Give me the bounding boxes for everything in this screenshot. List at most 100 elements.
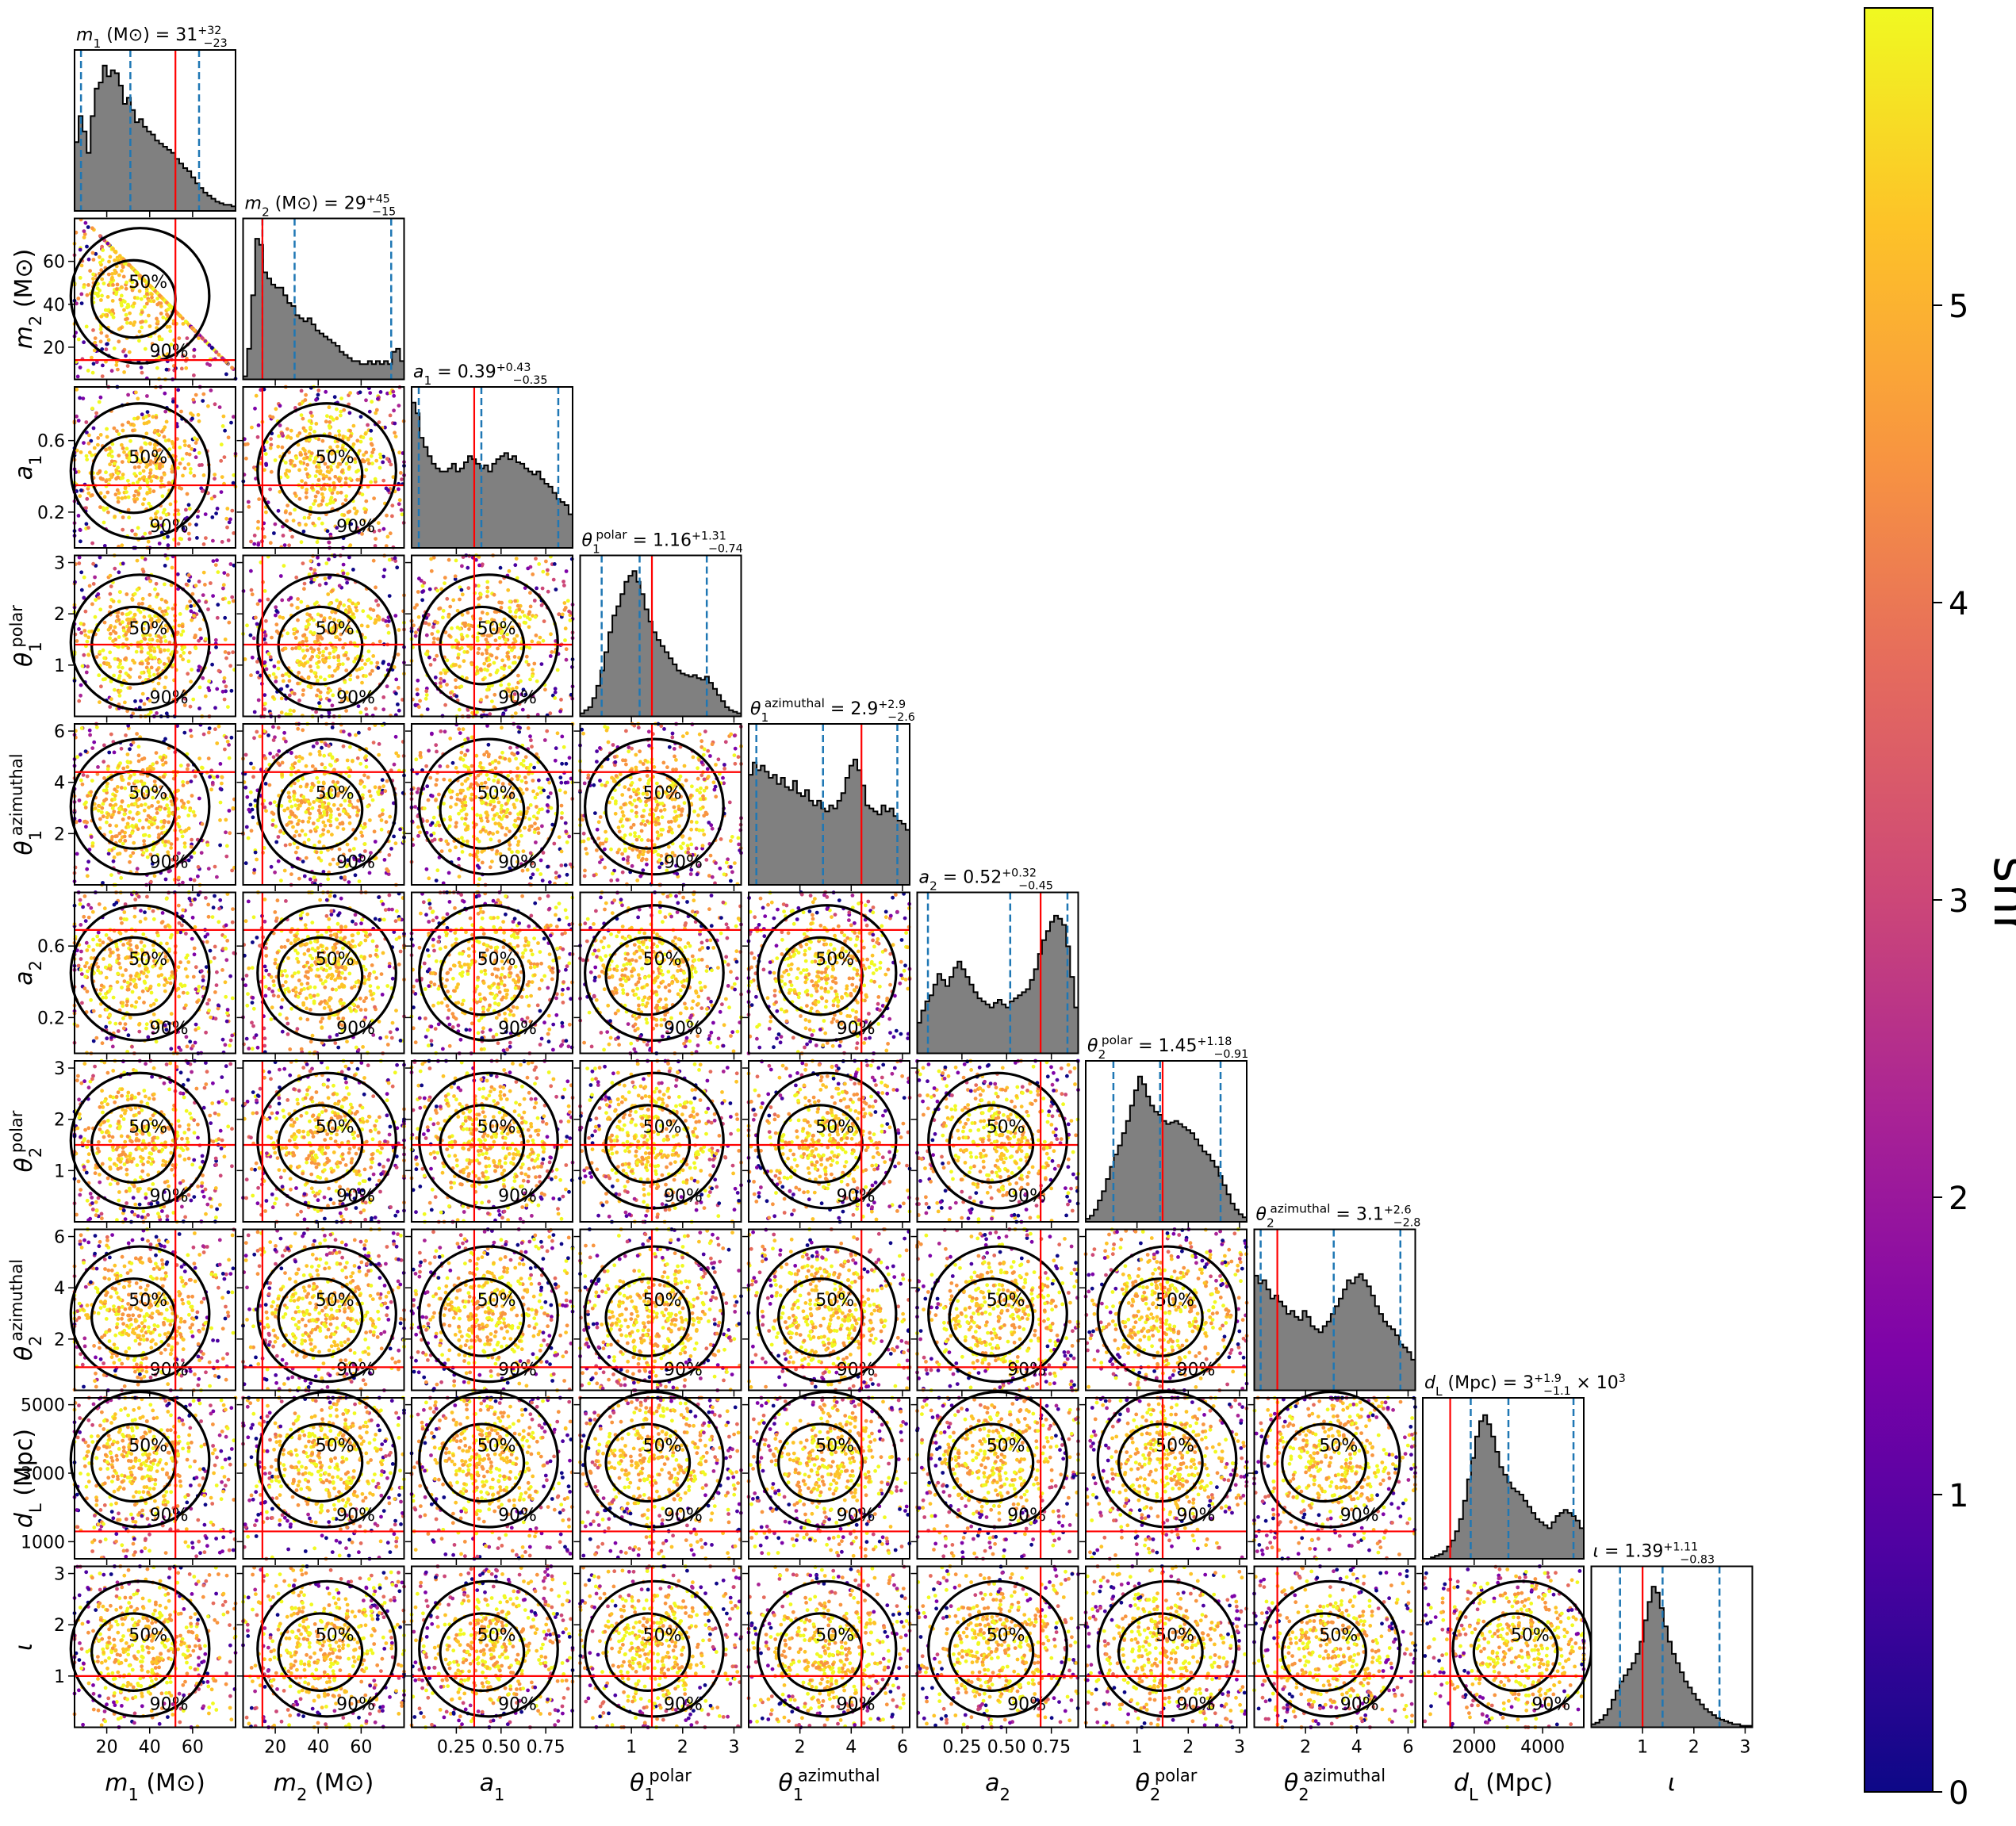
- scatter-point: [296, 727, 300, 731]
- scatter-point: [257, 699, 261, 702]
- scatter-point: [351, 806, 355, 810]
- scatter-point: [215, 875, 219, 879]
- scatter-point: [288, 843, 292, 847]
- scatter-point: [287, 543, 291, 547]
- scatter-point: [231, 650, 235, 654]
- scatter-point: [113, 794, 117, 798]
- scatter-point: [266, 598, 270, 602]
- scatter-point: [355, 609, 358, 613]
- scatter-point: [505, 815, 509, 819]
- scatter-point: [113, 751, 117, 755]
- scatter-point: [194, 393, 198, 397]
- scatter-point: [311, 782, 315, 786]
- scatter-point: [388, 594, 392, 598]
- scatter-point: [140, 366, 144, 369]
- scatter-point: [155, 415, 159, 419]
- scatter-point: [124, 496, 128, 500]
- scatter-point: [123, 787, 127, 791]
- scatter-point: [332, 656, 336, 660]
- scatter-point: [394, 735, 398, 739]
- scatter-point: [279, 574, 283, 578]
- scatter-point: [529, 803, 533, 807]
- scatter-point: [532, 662, 536, 666]
- scatter-point: [122, 629, 126, 633]
- scatter-point: [181, 474, 185, 478]
- scatter-point: [521, 708, 525, 712]
- scatter-point: [277, 859, 281, 863]
- scatter-point: [378, 814, 382, 818]
- scatter-point: [202, 571, 206, 575]
- scatter-point: [108, 462, 112, 466]
- scatter-point: [200, 851, 204, 855]
- scatter-point: [90, 493, 94, 497]
- scatter-point: [324, 824, 328, 828]
- scatter-point: [79, 276, 82, 280]
- scatter-point: [463, 738, 467, 742]
- scatter-point: [324, 647, 328, 651]
- scatter-point: [546, 590, 550, 594]
- scatter-point: [372, 448, 376, 452]
- scatter-point: [327, 557, 331, 561]
- scatter-point: [121, 645, 125, 649]
- scatter-point: [163, 508, 167, 512]
- scatter-point: [424, 697, 428, 701]
- scatter-point: [358, 879, 362, 883]
- scatter-point: [383, 568, 387, 572]
- scatter-point: [416, 679, 420, 683]
- scatter-point: [201, 593, 205, 597]
- scatter-point: [272, 755, 276, 759]
- scatter-point: [527, 828, 531, 832]
- scatter-point: [113, 798, 117, 802]
- scatter-point: [314, 474, 318, 478]
- scatter-point: [121, 842, 125, 846]
- scatter-point: [151, 489, 155, 493]
- scatter-point: [305, 496, 309, 500]
- scatter-point: [249, 673, 253, 677]
- scatter-point: [528, 591, 532, 595]
- scatter-point: [569, 863, 573, 867]
- scatter-point: [337, 604, 341, 608]
- scatter-point: [127, 263, 131, 267]
- scatter-point: [356, 756, 360, 760]
- scatter-point: [341, 434, 345, 438]
- scatter-point: [223, 698, 227, 702]
- scatter-point: [440, 849, 444, 853]
- scatter-point: [531, 572, 535, 576]
- scatter-point: [131, 429, 135, 433]
- scatter-point: [210, 346, 214, 350]
- scatter-point: [508, 599, 512, 603]
- scatter-point: [141, 502, 145, 506]
- scatter-point: [250, 588, 254, 592]
- scatter-point: [227, 538, 231, 542]
- scatter-point: [307, 820, 311, 824]
- scatter-point: [294, 830, 298, 834]
- scatter-point: [339, 822, 343, 826]
- scatter-point: [90, 603, 94, 607]
- scatter-point: [397, 488, 401, 492]
- scatter-point: [363, 822, 367, 826]
- scatter-point: [128, 774, 132, 778]
- scatter-point: [301, 859, 305, 863]
- scatter-point: [364, 432, 368, 436]
- scatter-point: [177, 512, 181, 516]
- scatter-point: [562, 584, 566, 588]
- scatter-point: [133, 500, 137, 503]
- scatter-point: [400, 477, 404, 481]
- scatter-point: [543, 687, 547, 691]
- scatter-point: [190, 734, 194, 738]
- scatter-point: [317, 856, 321, 860]
- scatter-point: [485, 595, 489, 599]
- scatter-point: [270, 443, 274, 447]
- scatter-point: [197, 664, 201, 668]
- scatter-point: [369, 607, 373, 611]
- scatter-point: [128, 854, 132, 858]
- scatter-point: [476, 639, 480, 643]
- scatter-point: [394, 841, 398, 845]
- scatter-point: [88, 729, 92, 733]
- scatter-point: [152, 646, 156, 650]
- scatter-point: [385, 820, 389, 824]
- scatter-point: [448, 817, 452, 821]
- scatter-point: [110, 276, 114, 280]
- scatter-point: [301, 728, 305, 732]
- scatter-point: [185, 583, 189, 587]
